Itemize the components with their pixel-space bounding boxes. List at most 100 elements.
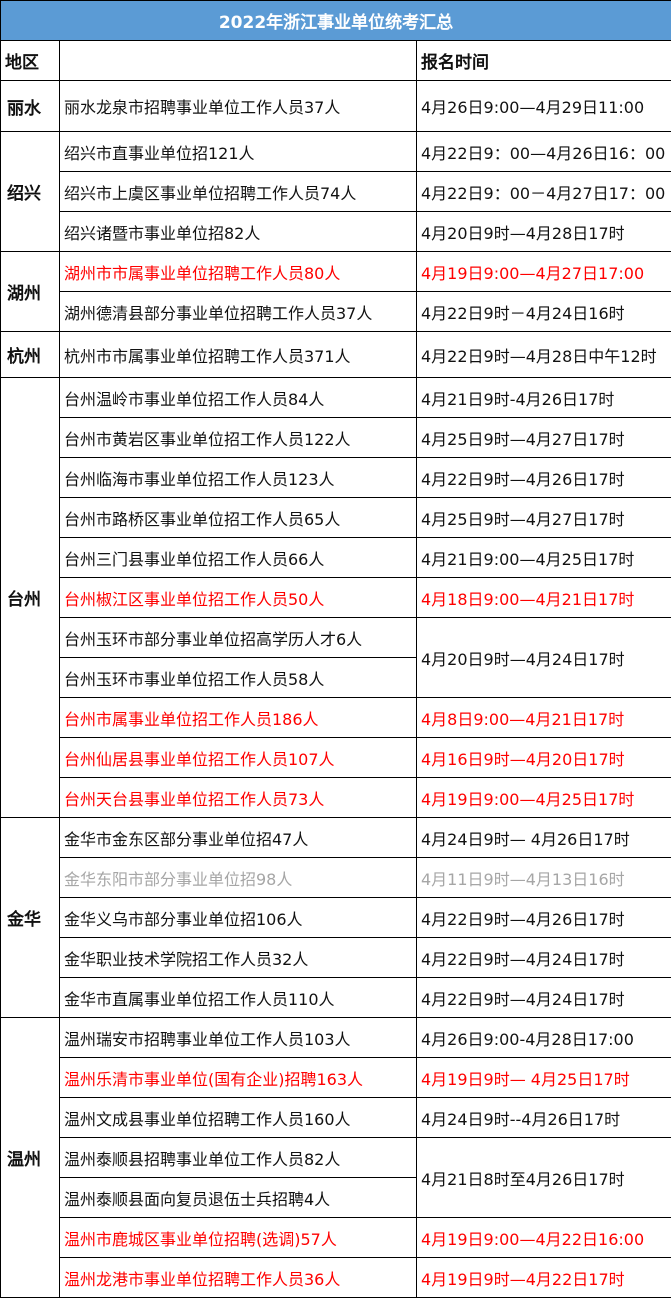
time-cell: 4月24日9时--4月26日17时 — [415, 1097, 671, 1138]
table-row: 台州椒江区事业单位招工作人员50人 4月18日9:00—4月21日17时 — [1, 577, 671, 618]
item-cell: 台州椒江区事业单位招工作人员50人 — [59, 577, 417, 618]
region-cell: 台州 — [0, 377, 60, 818]
table-row: 温州泰顺县面向复员退伍士兵招聘4人 — [1, 1177, 671, 1218]
item-cell: 湖州市市属事业单位招聘工作人员80人 — [59, 251, 417, 292]
time-cell: 4月22日9时－4月24日16时 — [415, 291, 671, 332]
header-region: 地区 — [0, 40, 60, 81]
table-row: 台州仙居县事业单位招工作人员107人 4月16日9时—4月20日17时 — [1, 737, 671, 778]
item-cell: 湖州德清县部分事业单位招聘工作人员37人 — [59, 291, 417, 332]
region-cell: 杭州 — [0, 331, 60, 378]
table-row: 台州 台州温岭市事业单位招工作人员84人 4月21日9时-4月26日17时 — [0, 377, 671, 818]
table-row: 金华义乌市部分事业单位招106人 4月22日9时—4月26日17时 — [1, 897, 671, 938]
table-row: 台州临海市事业单位招工作人员123人 4月22日9时—4月26日17时 — [1, 457, 671, 498]
table-row: 台州天台县事业单位招工作人员73人 4月19日9:00—4月25日17时 — [1, 777, 671, 818]
item-cell: 金华东阳市部分事业单位招98人 — [59, 857, 417, 898]
time-cell: 4月18日9:00—4月21日17时 — [415, 577, 671, 618]
region-cell: 金华 — [0, 817, 60, 1018]
item-cell: 金华义乌市部分事业单位招106人 — [59, 897, 417, 938]
table-row: 湖州 湖州市市属事业单位招聘工作人员80人 4月19日9:00—4月27日17:00 — [0, 251, 671, 332]
region-cell: 湖州 — [0, 251, 60, 332]
item-cell: 温州龙港市事业单位招聘工作人员36人 — [59, 1257, 417, 1298]
table-row: 金华职业技术学院招工作人员32人 4月22日9时—4月24日17时 — [1, 937, 671, 978]
time-cell: 4月22日9：00—4月26日16：00 — [415, 131, 671, 172]
table-row: 台州玉环市部分事业单位招高学历人才6人 4月20日9时—4月24日17时 — [1, 617, 671, 698]
time-cell: 4月25日9时—4月27日17时 — [415, 417, 671, 458]
item-cell: 台州玉环市部分事业单位招高学历人才6人 — [59, 617, 417, 658]
table-row: 金华 金华市金东区部分事业单位招47人 4月24日9时— 4月26日17时 — [0, 817, 671, 1018]
item-cell: 温州瑞安市招聘事业单位工作人员103人 — [59, 1017, 417, 1058]
time-cell: 4月26日9:00—4月29日11:00 — [415, 80, 671, 132]
time-cell: 4月19日9:00—4月22日16:00 — [415, 1217, 671, 1258]
table-row: 金华市直属事业单位招工作人员110人 4月22日9时—4月24日17时 — [1, 977, 671, 1018]
item-cell: 台州三门县事业单位招工作人员66人 — [59, 537, 417, 578]
time-cell: 4月11日9时—4月13日16时 — [415, 857, 671, 898]
time-cell: 4月8日9:00—4月21日17时 — [415, 697, 671, 738]
table-row: 台州市黄岩区事业单位招工作人员122人 4月25日9时—4月27日17时 — [1, 417, 671, 458]
time-cell: 4月25日9时—4月27日17时 — [415, 497, 671, 538]
item-cell: 丽水龙泉市招聘事业单位工作人员37人 — [59, 80, 417, 132]
item-cell: 台州临海市事业单位招工作人员123人 — [59, 457, 417, 498]
item-cell: 温州文成县事业单位招聘工作人员160人 — [59, 1097, 417, 1138]
time-cell: 4月21日9:00—4月25日17时 — [415, 537, 671, 578]
table-row: 台州市路桥区事业单位招工作人员65人 4月25日9时—4月27日17时 — [1, 497, 671, 538]
item-cell: 温州乐清市事业单位(国有企业)招聘163人 — [59, 1057, 417, 1098]
item-cell: 金华职业技术学院招工作人员32人 — [59, 937, 417, 978]
table-row: 湖州德清县部分事业单位招聘工作人员37人 4月22日9时－4月24日16时 — [1, 291, 671, 332]
time-cell: 4月16日9时—4月20日17时 — [415, 737, 671, 778]
table-row: 绍兴诸暨市事业单位招82人 4月20日9时—4月28日17时 — [1, 211, 671, 252]
table-row: 温州文成县事业单位招聘工作人员160人 4月24日9时--4月26日17时 — [1, 1097, 671, 1138]
item-cell: 台州市路桥区事业单位招工作人员65人 — [59, 497, 417, 538]
table-row: 金华东阳市部分事业单位招98人 4月11日9时—4月13日16时 — [1, 857, 671, 898]
table-row: 温州市鹿城区事业单位招聘(选调)57人 4月19日9:00—4月22日16:00 — [1, 1217, 671, 1258]
item-cell: 温州泰顺县招聘事业单位工作人员82人 — [59, 1137, 417, 1178]
table-row: 温州龙港市事业单位招聘工作人员36人 4月19日9时—4月22日17时 — [1, 1257, 671, 1298]
item-cell: 温州泰顺县面向复员退伍士兵招聘4人 — [59, 1177, 417, 1218]
table-row: 杭州 杭州市市属事业单位招聘工作人员371人 4月22日9时—4月28日中午12时 — [0, 331, 671, 378]
header-time: 报名时间 — [415, 40, 671, 81]
table-row: 台州玉环市事业单位招工作人员58人 — [1, 657, 671, 698]
table-row: 台州市属事业单位招工作人员186人 4月8日9:00—4月21日17时 — [1, 697, 671, 738]
item-cell: 台州玉环市事业单位招工作人员58人 — [59, 657, 417, 698]
header-item — [59, 40, 417, 81]
title-row: 2022年浙江事业单位统考汇总 — [0, 0, 671, 41]
item-cell: 绍兴诸暨市事业单位招82人 — [59, 211, 417, 252]
item-cell: 温州市鹿城区事业单位招聘(选调)57人 — [59, 1217, 417, 1258]
table-row: 温州乐清市事业单位(国有企业)招聘163人 4月19日9时— 4月25日17时 — [1, 1057, 671, 1098]
time-cell: 4月20日9时—4月24日17时 — [415, 617, 671, 698]
time-cell: 4月22日9时—4月26日17时 — [415, 457, 671, 498]
item-cell: 绍兴市直事业单位招121人 — [59, 131, 417, 172]
region-cell: 绍兴 — [0, 131, 60, 252]
time-cell: 4月22日9：00－4月27日17：00 — [415, 171, 671, 212]
item-cell: 台州温岭市事业单位招工作人员84人 — [59, 377, 417, 418]
time-cell: 4月21日8时至4月26日17时 — [415, 1137, 671, 1218]
item-cell: 台州天台县事业单位招工作人员73人 — [59, 777, 417, 818]
table-row: 丽水 丽水龙泉市招聘事业单位工作人员37人 4月26日9:00—4月29日11:00 — [0, 80, 671, 132]
time-cell: 4月26日9:00-4月28日17:00 — [415, 1017, 671, 1058]
time-cell: 4月22日9时—4月24日17时 — [415, 977, 671, 1018]
item-cell: 金华市金东区部分事业单位招47人 — [59, 817, 417, 858]
header-row: 地区 报名时间 — [0, 40, 671, 81]
time-cell: 4月20日9时—4月28日17时 — [415, 211, 671, 252]
time-cell: 4月22日9时—4月28日中午12时 — [415, 331, 671, 378]
time-cell: 4月21日9时-4月26日17时 — [415, 377, 671, 418]
item-cell: 金华市直属事业单位招工作人员110人 — [59, 977, 417, 1018]
table-row: 台州三门县事业单位招工作人员66人 4月21日9:00—4月25日17时 — [1, 537, 671, 578]
time-cell: 4月24日9时— 4月26日17时 — [415, 817, 671, 858]
table-row: 温州泰顺县招聘事业单位工作人员82人 4月21日8时至4月26日17时 — [1, 1137, 671, 1218]
item-cell: 杭州市市属事业单位招聘工作人员371人 — [59, 331, 417, 378]
item-cell: 台州仙居县事业单位招工作人员107人 — [59, 737, 417, 778]
time-cell: 4月22日9时—4月24日17时 — [415, 937, 671, 978]
item-cell: 台州市属事业单位招工作人员186人 — [59, 697, 417, 738]
table-row: 绍兴市上虞区事业单位招聘工作人员74人 4月22日9：00－4月27日17：00 — [1, 171, 671, 212]
time-cell: 4月22日9时—4月26日17时 — [415, 897, 671, 938]
time-cell: 4月19日9:00—4月27日17:00 — [415, 251, 671, 292]
region-cell: 丽水 — [0, 80, 60, 132]
time-cell: 4月19日9:00—4月25日17时 — [415, 777, 671, 818]
time-cell: 4月19日9时—4月22日17时 — [415, 1257, 671, 1298]
table-title: 2022年浙江事业单位统考汇总 — [0, 0, 671, 41]
table-row: 绍兴 绍兴市直事业单位招121人 4月22日9：00—4月26日16：00 — [0, 131, 671, 252]
time-cell: 4月19日9时— 4月25日17时 — [415, 1057, 671, 1098]
region-cell: 温州 — [0, 1017, 60, 1298]
item-cell: 台州市黄岩区事业单位招工作人员122人 — [59, 417, 417, 458]
